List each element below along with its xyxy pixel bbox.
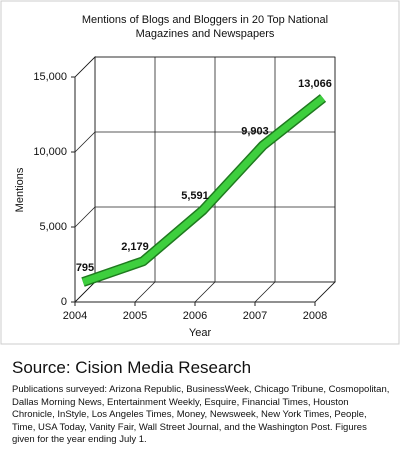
chart-title: Mentions of Blogs and Bloggers in 20 Top… — [81, 14, 329, 40]
grid-line — [314, 57, 336, 303]
y-tick-label: 0 — [61, 296, 67, 308]
data-label: 13,066 — [298, 78, 332, 90]
y-tick-label: 5,000 — [39, 221, 67, 233]
source: Source: Cision Media Research — [12, 358, 252, 377]
grid-line — [134, 57, 156, 303]
y-axis-label: Mentions — [14, 167, 26, 212]
x-axis-label: Year — [189, 327, 212, 339]
x-tick-label: 2007 — [243, 310, 267, 322]
note: Publications surveyed: Arizona Republic,… — [12, 384, 390, 445]
data-label: 9,903 — [241, 125, 269, 137]
x-tick-label: 2004 — [63, 310, 87, 322]
data-label: 2,179 — [121, 241, 149, 253]
data-label: 5,591 — [181, 190, 209, 202]
x-tick-label: 2005 — [123, 310, 147, 322]
x-tick-label: 2006 — [183, 310, 207, 322]
y-tick-label: 10,000 — [33, 146, 67, 158]
chart: Year Mentions 0 5,000 10,000 15,000 2004 2005… — [0, 0, 400, 345]
series-line — [81, 95, 326, 286]
grid-line — [194, 57, 216, 303]
x-tick-label: 2008 — [303, 310, 327, 322]
y-tick-label: 15,000 — [33, 71, 67, 83]
data-label: 795 — [76, 262, 94, 274]
